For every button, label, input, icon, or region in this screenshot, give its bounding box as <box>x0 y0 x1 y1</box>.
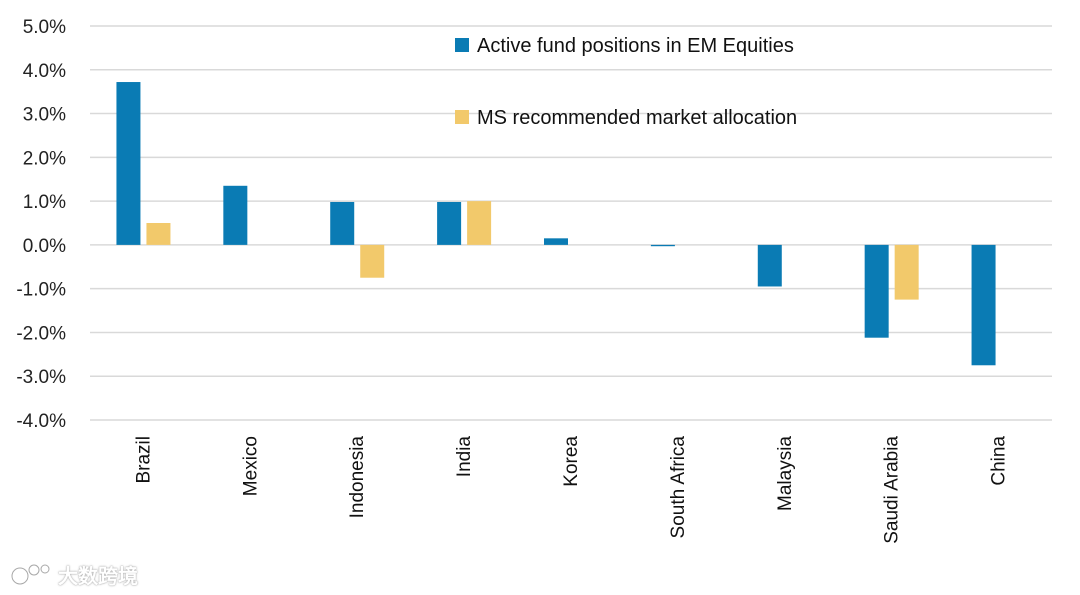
y-tick-label: 1.0% <box>23 192 66 213</box>
y-tick-label: 0.0% <box>23 236 66 257</box>
bar-ms-recommended-india <box>467 201 492 245</box>
bar-ms-recommended-indonesia <box>360 244 385 278</box>
x-category-label: Mexico <box>240 436 261 496</box>
legend-swatch <box>455 38 469 52</box>
bar-active-fund-south-africa <box>650 244 675 247</box>
watermark-text: 大数跨境 <box>58 564 138 588</box>
x-category-label: Malaysia <box>775 436 796 511</box>
y-tick-label: -3.0% <box>16 367 66 388</box>
bar-active-fund-indonesia <box>330 201 355 245</box>
x-category-label: Korea <box>561 436 582 487</box>
watermark: 大数跨境 <box>10 560 138 589</box>
legend-label: Active fund positions in EM Equities <box>477 35 794 57</box>
x-category-label: South Africa <box>668 436 689 539</box>
y-tick-label: 2.0% <box>23 148 66 169</box>
gridlines <box>90 25 1052 421</box>
x-category-label: Brazil <box>133 436 154 484</box>
y-tick-label: 4.0% <box>23 61 66 82</box>
bar-ms-recommended-saudi-arabia <box>894 244 919 300</box>
x-category-label: Indonesia <box>347 436 368 519</box>
y-tick-label: -1.0% <box>16 280 66 301</box>
x-category-label: China <box>989 436 1010 486</box>
bar-active-fund-brazil <box>116 82 141 245</box>
bar-active-fund-saudi-arabia <box>864 244 889 338</box>
x-category-label: India <box>454 436 475 478</box>
x-category-label: Saudi Arabia <box>882 436 903 544</box>
bar-active-fund-korea <box>544 238 568 245</box>
bar-ms-recommended-brazil <box>146 223 171 245</box>
bar-active-fund-india <box>437 201 462 245</box>
x-axis-categories: Brazil Mexico Indonesia India Korea South Afr… <box>133 436 1009 544</box>
y-tick-label: 5.0% <box>23 17 66 38</box>
legend-swatch <box>455 110 469 124</box>
bar-active-fund-malaysia <box>757 244 782 287</box>
legend-label: MS recommended market allocation <box>477 107 797 129</box>
y-tick-label: -4.0% <box>16 411 66 432</box>
y-tick-label: 3.0% <box>23 105 66 126</box>
legend: Active fund positions in EM Equities MS r… <box>455 35 797 129</box>
bars <box>116 82 996 366</box>
y-tick-label: -2.0% <box>16 323 66 344</box>
watermark-logo-icon <box>10 563 51 585</box>
bar-active-fund-mexico <box>223 185 248 245</box>
y-axis-ticks: 5.0% 4.0% 3.0% 2.0% 1.0% 0.0% -1.0% -2.0% -3.0% -… <box>16 17 66 432</box>
bar-active-fund-china <box>971 244 996 366</box>
